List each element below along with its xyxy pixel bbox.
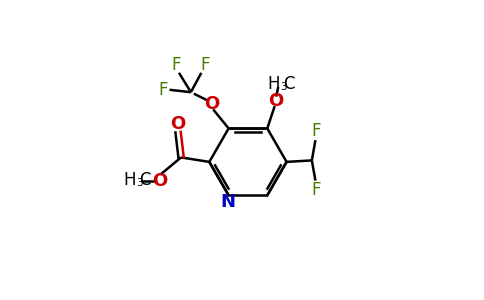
- Text: O: O: [170, 115, 186, 133]
- Text: H: H: [123, 171, 136, 189]
- Text: O: O: [269, 92, 284, 110]
- Text: C: C: [139, 171, 151, 189]
- Text: F: F: [158, 81, 167, 99]
- Text: 3: 3: [136, 178, 142, 188]
- Text: O: O: [152, 172, 167, 190]
- Text: F: F: [312, 122, 321, 140]
- Text: F: F: [312, 181, 321, 199]
- Text: N: N: [221, 193, 236, 211]
- Text: 3: 3: [280, 82, 287, 92]
- Text: H: H: [267, 75, 280, 93]
- Text: O: O: [204, 95, 219, 113]
- Text: C: C: [284, 75, 295, 93]
- Text: F: F: [200, 56, 210, 74]
- Text: F: F: [171, 56, 181, 74]
